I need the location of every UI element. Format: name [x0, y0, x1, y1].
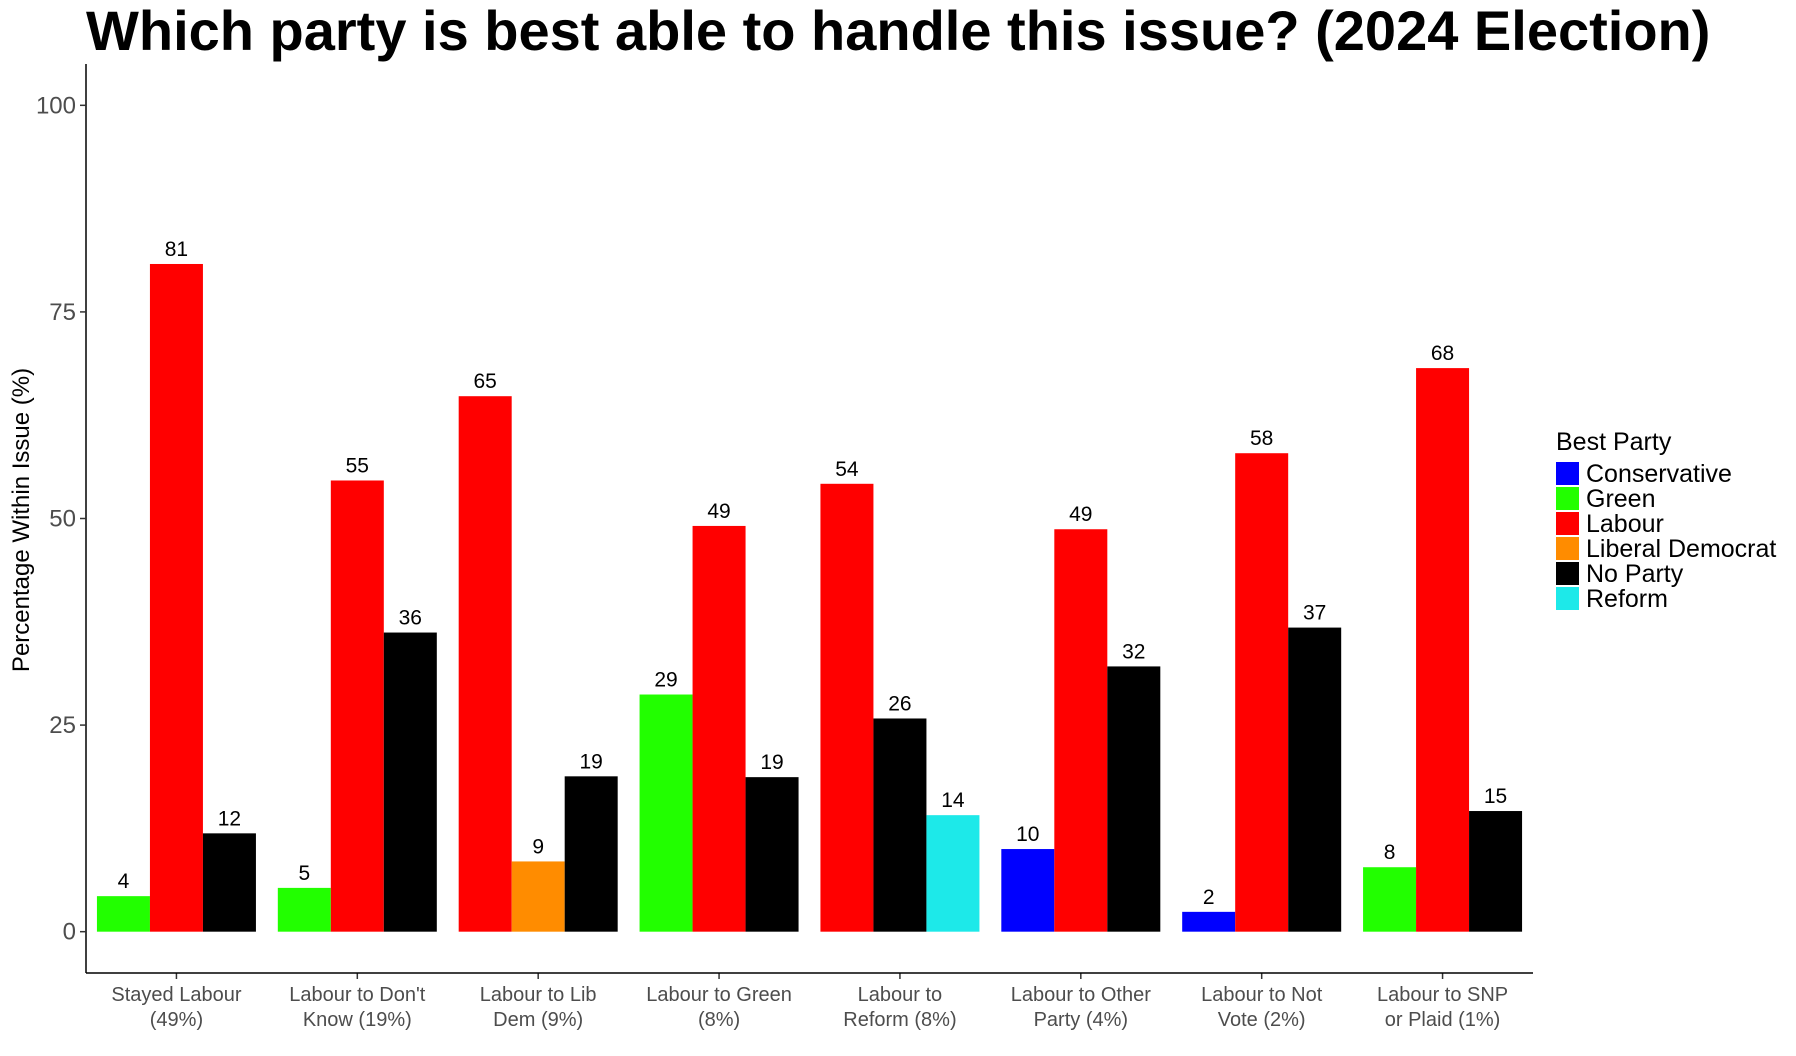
bar-4-labour — [692, 525, 746, 932]
legend-key-liberal-democrat — [1556, 537, 1579, 560]
x-tick-label-6-line-2: Party (4%) — [1034, 1009, 1128, 1031]
data-label-4-no-party: 19 — [760, 751, 783, 774]
bar-7-labour — [1235, 453, 1289, 932]
bar-8-green — [1363, 867, 1417, 932]
data-label-8-green: 8 — [1384, 841, 1396, 864]
data-label-1-labour: 81 — [165, 238, 188, 261]
x-tick-label-4-line-1: Labour to Green — [646, 984, 792, 1006]
bar-3-labour — [458, 396, 512, 932]
data-label-1-green: 4 — [118, 870, 130, 893]
data-label-3-no-party: 19 — [580, 750, 603, 773]
data-label-2-green: 5 — [298, 862, 310, 885]
legend: Best Party ConservativeGreenLabourLiberal… — [1556, 428, 1776, 613]
legend-label-conservative: Conservative — [1586, 460, 1732, 488]
legend-title: Best Party — [1556, 428, 1672, 456]
x-tick-label-3-line-1: Labour to Lib — [480, 984, 597, 1006]
bar-3-liberal-democrat — [511, 861, 565, 932]
x-tick-label-8-line-1: Labour to SNP — [1377, 984, 1508, 1006]
bar-4-green — [639, 694, 693, 932]
y-tick-label-100: 100 — [36, 92, 76, 119]
x-tick-label-4-line-2: (8%) — [698, 1009, 740, 1031]
data-label-8-no-party: 15 — [1484, 785, 1507, 808]
y-tick-label-75: 75 — [49, 299, 76, 326]
data-label-7-labour: 58 — [1250, 427, 1273, 450]
data-label-3-labour: 65 — [474, 370, 497, 393]
legend-label-liberal-democrat: Liberal Democrat — [1586, 535, 1776, 563]
bar-5-no-party — [873, 718, 927, 932]
bar-2-green — [277, 887, 331, 932]
x-tick-label-7-line-1: Labour to Not — [1201, 984, 1323, 1006]
legend-label-no-party: No Party — [1586, 560, 1684, 588]
data-label-4-labour: 49 — [707, 500, 730, 523]
legend-label-green: Green — [1586, 485, 1655, 513]
legend-key-labour — [1556, 512, 1579, 535]
bar-6-labour — [1054, 529, 1108, 932]
y-tick-label-25: 25 — [49, 712, 76, 739]
bar-7-no-party — [1288, 627, 1342, 932]
bar-8-no-party — [1469, 811, 1523, 932]
bar-4-no-party — [745, 777, 799, 932]
x-tick-label-6-line-1: Labour to Other — [1011, 984, 1151, 1006]
x-tick-label-8-line-2: or Plaid (1%) — [1385, 1009, 1501, 1031]
bar-1-no-party — [202, 833, 256, 932]
x-tick-label-2-line-2: Know (19%) — [303, 1009, 412, 1031]
bars-layer — [96, 263, 1523, 932]
data-label-6-conservative: 10 — [1016, 823, 1039, 846]
bar-5-labour — [820, 483, 874, 932]
bar-7-conservative — [1182, 911, 1236, 932]
x-tick-label-1-line-1: Stayed Labour — [111, 984, 241, 1006]
data-label-7-conservative: 2 — [1203, 886, 1215, 909]
data-label-2-no-party: 36 — [399, 607, 422, 630]
chart-title: Which party is best able to handle this … — [86, 0, 1711, 62]
data-label-6-labour: 49 — [1069, 503, 1092, 526]
data-label-6-no-party: 32 — [1122, 640, 1145, 663]
bar-2-labour — [330, 480, 384, 932]
x-tick-label-7-line-2: Vote (2%) — [1218, 1009, 1306, 1031]
data-label-4-green: 29 — [654, 669, 677, 692]
legend-label-labour: Labour — [1586, 510, 1664, 538]
data-label-5-no-party: 26 — [888, 692, 911, 715]
bar-1-green — [96, 896, 150, 932]
x-tick-label-2-line-1: Labour to Don't — [289, 984, 426, 1006]
bar-8-labour — [1416, 368, 1470, 932]
axes-layer: Stayed Labour (49%) Labour to Don't Know (1… — [36, 64, 1533, 1031]
legend-key-reform — [1556, 587, 1579, 610]
y-axis-title: Percentage Within Issue (%) — [8, 368, 35, 672]
x-tick-label-1-line-2: (49%) — [150, 1009, 203, 1031]
bar-5-reform — [926, 815, 980, 932]
bar-6-no-party — [1107, 666, 1161, 932]
bar-6-conservative — [1001, 849, 1055, 932]
data-label-5-reform: 14 — [941, 789, 965, 812]
bar-3-no-party — [564, 776, 618, 932]
data-label-7-no-party: 37 — [1303, 602, 1326, 625]
x-tick-label-5-line-2: Reform (8%) — [843, 1009, 956, 1031]
data-label-5-labour: 54 — [835, 458, 859, 481]
data-label-1-no-party: 12 — [218, 807, 241, 830]
data-label-8-labour: 68 — [1431, 342, 1454, 365]
bar-1-labour — [149, 263, 203, 932]
legend-key-conservative — [1556, 462, 1579, 485]
y-tick-label-50: 50 — [49, 506, 76, 533]
x-tick-label-5-line-1: Labour to — [858, 984, 943, 1006]
legend-key-green — [1556, 487, 1579, 510]
bar-2-no-party — [383, 632, 437, 932]
legend-key-no-party — [1556, 562, 1579, 585]
x-tick-label-3-line-2: Dem (9%) — [493, 1009, 583, 1031]
legend-label-reform: Reform — [1586, 585, 1668, 613]
data-labels-layer: 4811255536659192949195426141049322583786… — [118, 238, 1508, 909]
data-label-2-labour: 55 — [346, 454, 369, 477]
y-tick-label-0: 0 — [63, 919, 76, 946]
data-label-3-liberal-democrat: 9 — [532, 835, 544, 858]
